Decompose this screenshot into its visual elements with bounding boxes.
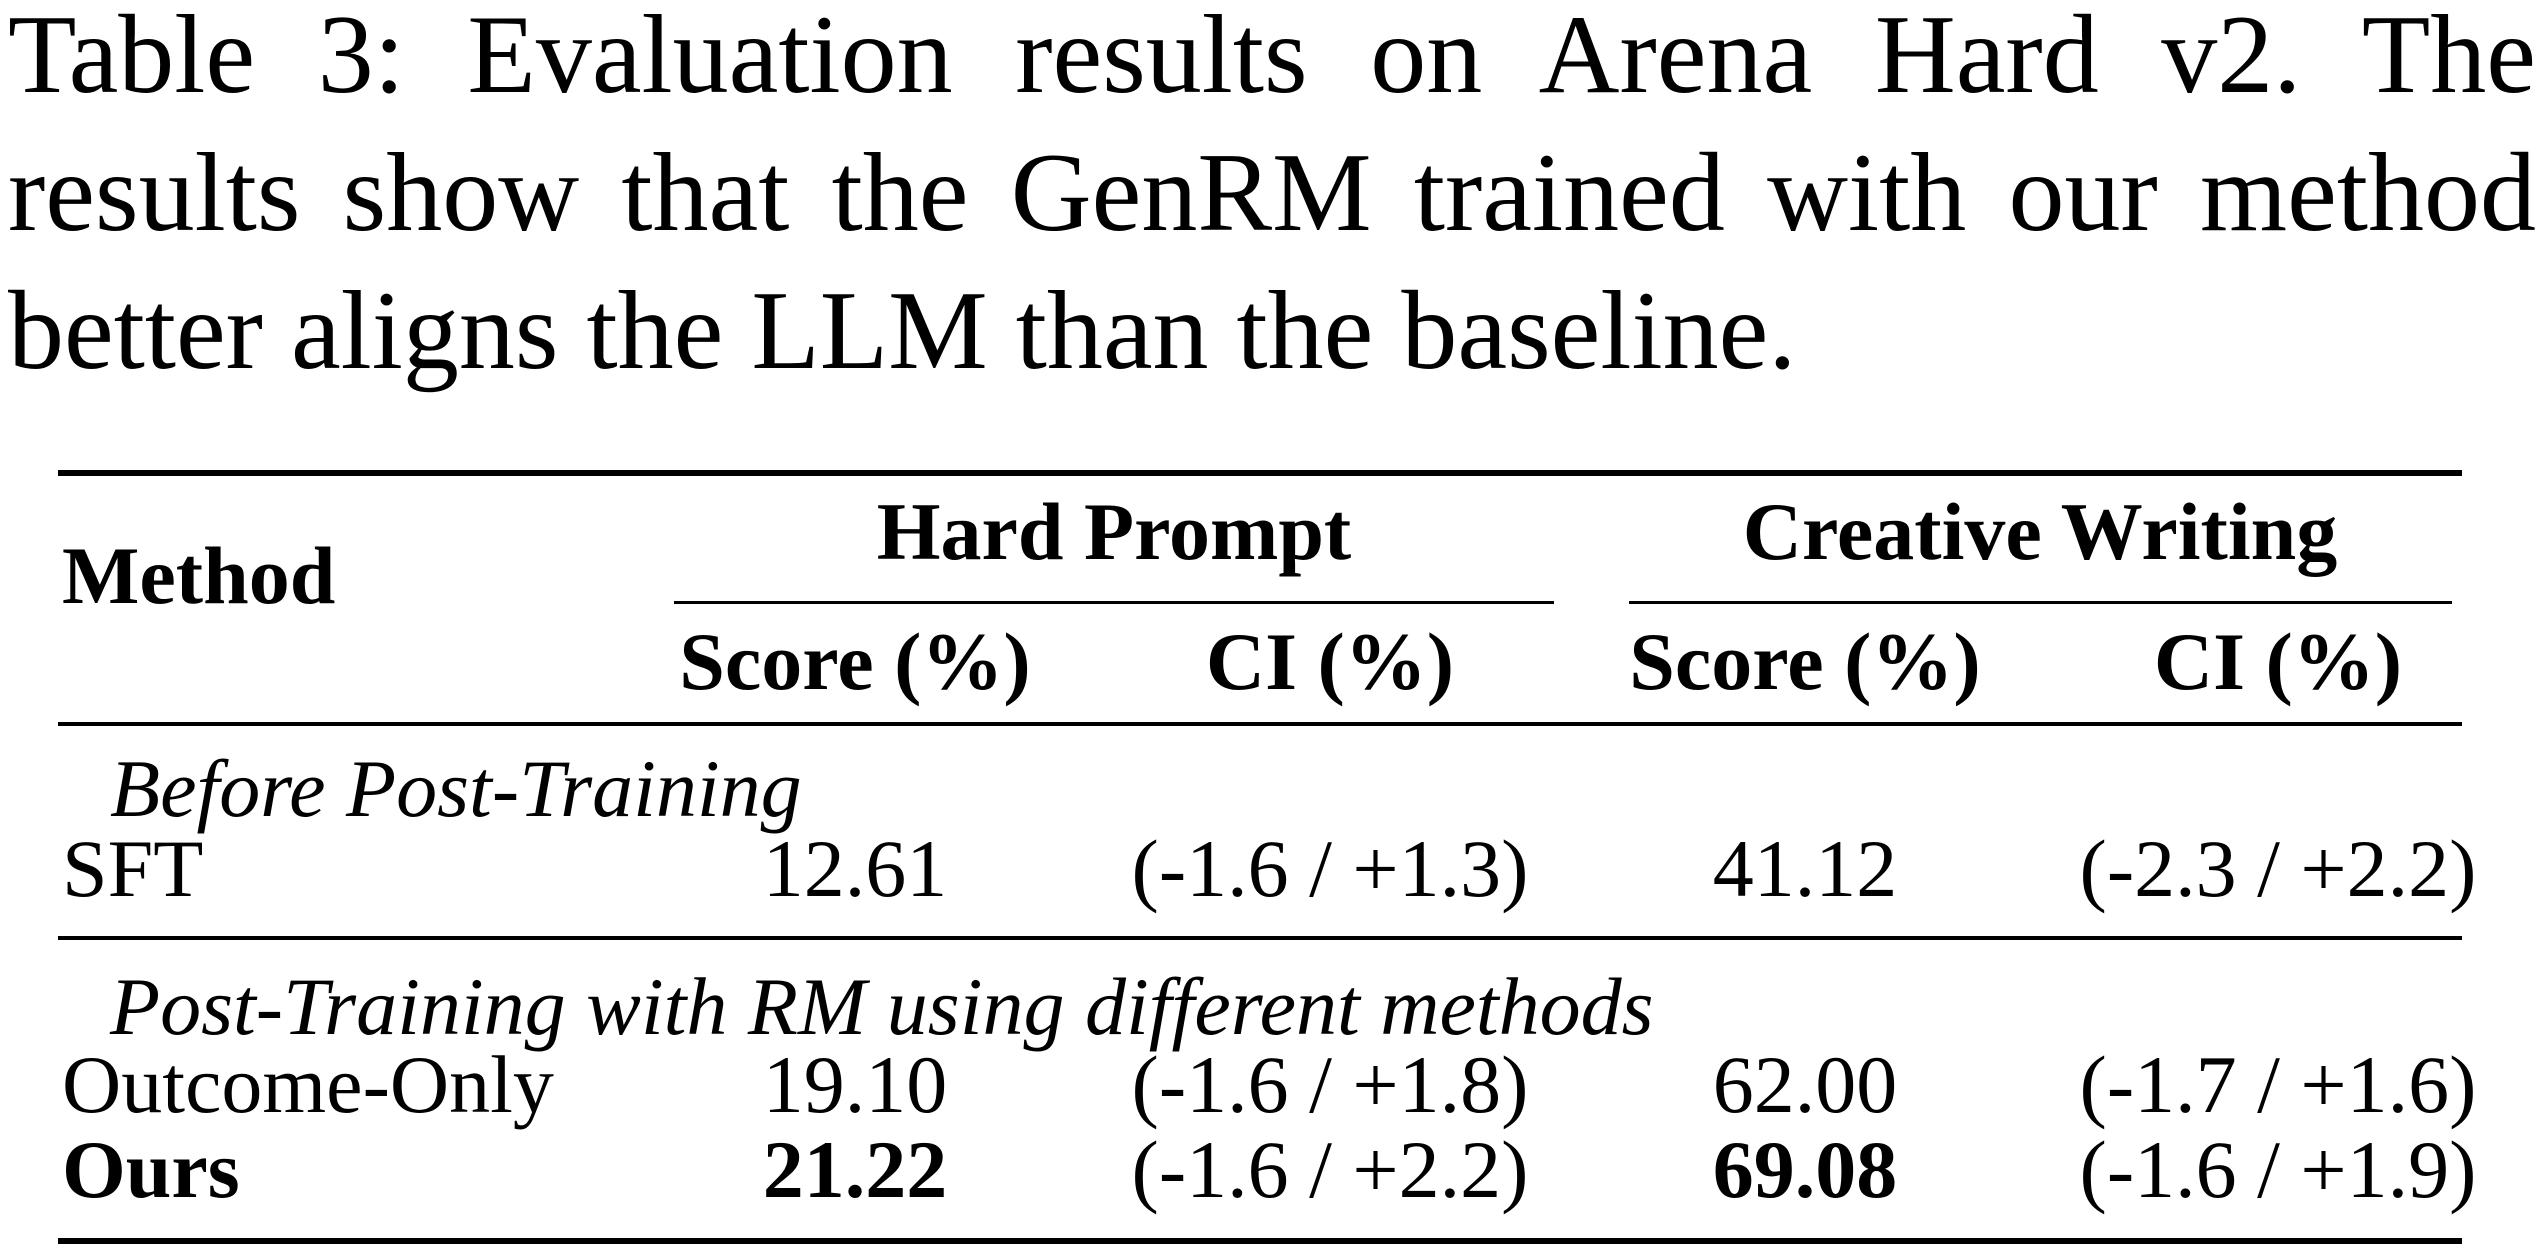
row-ours-method: Ours [62, 1124, 240, 1215]
subheader-hard-prompt-score: Score (%) [679, 616, 1031, 707]
cmidrule-hard-prompt [674, 601, 1554, 604]
group-header-creative-writing: Creative Writing [1742, 486, 2338, 577]
table-caption: Table 3: Evaluation results on Arena Har… [8, 0, 2536, 400]
group-header-hard-prompt: Hard Prompt [876, 486, 1352, 577]
row-sft-cw-score: 41.12 [1712, 823, 1898, 914]
row-outcome-only-hp-score: 19.10 [762, 1039, 948, 1130]
row-outcome-only-hp-ci: (-1.6 / +1.8) [1131, 1039, 1529, 1130]
subheader-creative-writing-ci: CI (%) [2153, 616, 2403, 707]
table-header-rule [58, 722, 2462, 726]
row-sft-hp-ci: (-1.6 / +1.3) [1131, 823, 1529, 914]
column-header-method: Method [62, 530, 336, 621]
cmidrule-creative-writing [1629, 601, 2452, 604]
caption-line-2: results show that the GenRM trained with… [8, 131, 2536, 255]
row-outcome-only-method: Outcome-Only [62, 1039, 554, 1130]
subheader-creative-writing-score: Score (%) [1629, 616, 1981, 707]
row-sft-method: SFT [62, 823, 204, 914]
row-sft-cw-ci: (-2.3 / +2.2) [2079, 823, 2477, 914]
row-ours-cw-score: 69.08 [1712, 1124, 1898, 1215]
table-bottom-rule [58, 1238, 2462, 1244]
row-sft-hp-score: 12.61 [762, 823, 948, 914]
section-title-before-post-training: Before Post-Training [110, 743, 802, 834]
table-mid-rule [58, 936, 2462, 940]
caption-line-1: Table 3: Evaluation results on Arena Har… [8, 0, 2536, 117]
table-top-rule [58, 470, 2462, 476]
row-ours-hp-score: 21.22 [762, 1124, 948, 1215]
row-ours-hp-ci: (-1.6 / +2.2) [1131, 1124, 1529, 1215]
row-ours-cw-ci: (-1.6 / +1.9) [2079, 1124, 2477, 1215]
section-title-post-training: Post-Training with RM using different me… [110, 961, 1654, 1052]
subheader-hard-prompt-ci: CI (%) [1205, 616, 1455, 707]
caption-line-3: better aligns the LLM than the baseline. [8, 269, 1797, 393]
row-outcome-only-cw-score: 62.00 [1712, 1039, 1898, 1130]
row-outcome-only-cw-ci: (-1.7 / +1.6) [2079, 1039, 2477, 1130]
